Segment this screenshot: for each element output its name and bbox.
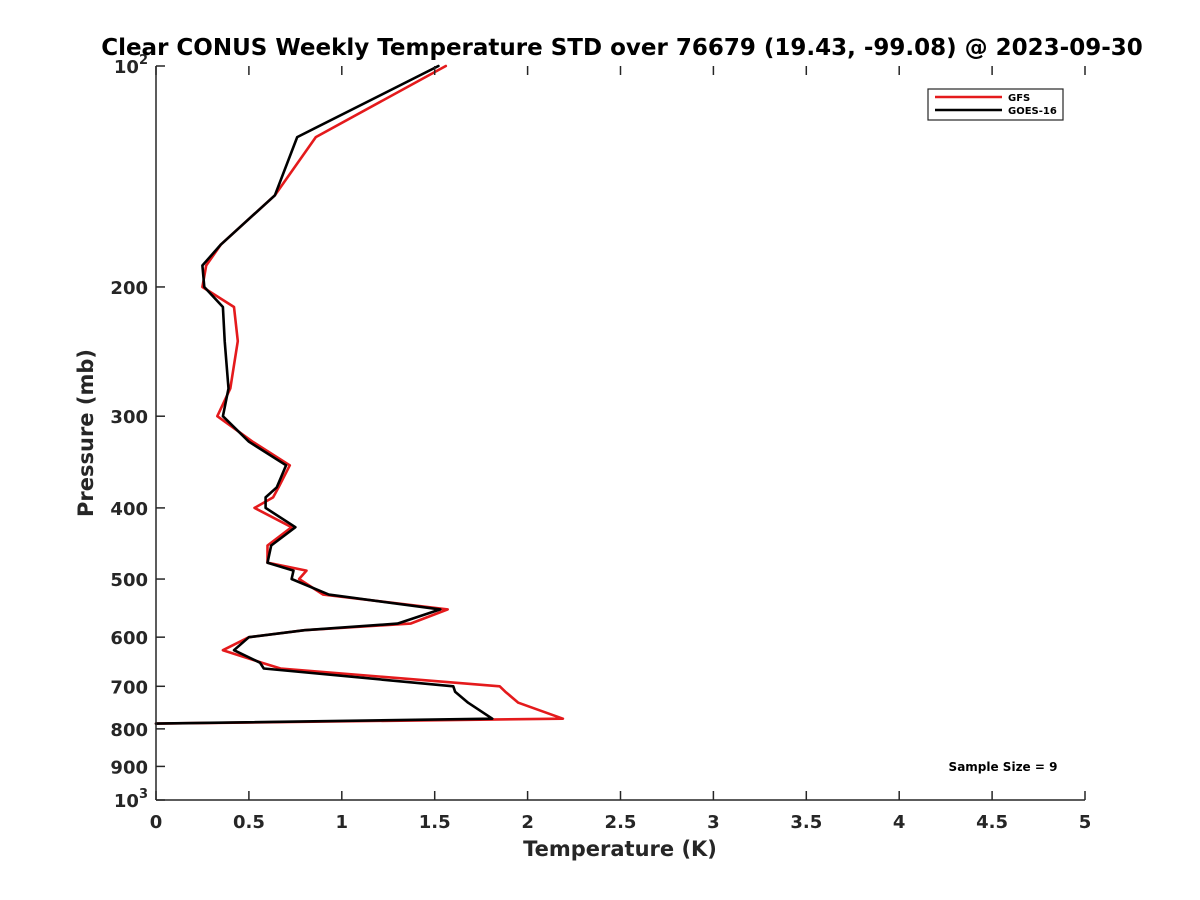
legend-box [927,88,1064,121]
series-line-goes-16 [154,64,494,725]
x-tick-label: 2.5 [605,812,637,833]
series-line-gfs [154,64,565,725]
y-tick-label: 800 [110,720,148,741]
plot-background [156,66,1085,800]
y-tick-label: 200 [110,278,148,299]
legend-label-goes-16: GOES-16 [1008,106,1057,117]
x-tick-label: 3 [707,812,720,833]
legend-label-gfs: GFS [1008,93,1030,104]
chart-title: Clear CONUS Weekly Temperature STD over … [101,35,1143,61]
x-tick-label: 4 [893,812,906,833]
y-tick-label: 500 [110,570,148,591]
y-tick-label: 900 [110,757,148,778]
y-tick-label: 400 [110,499,148,520]
x-tick-label: 0 [150,812,163,833]
x-tick-group: 0 0.5 1 1.5 2 2.5 3 3.5 4 4.5 5 [150,66,1092,833]
x-axis-label: Temperature (K) [523,837,717,861]
x-tick-label: 3.5 [790,812,822,833]
plot-area: 0 0.5 1 1.5 2 2.5 3 3.5 4 4.5 5 102 200 300 400 500 600… [110,53,1091,833]
y-tick-label: 103 [114,787,148,812]
y-axis-label: Pressure (mb) [74,349,98,517]
sample-size-annotation: Sample Size = 9 [949,760,1058,774]
x-tick-label: 5 [1079,812,1092,833]
y-tick-label: 102 [114,53,148,78]
y-tick-group: 102 200 300 400 500 600 700 800 900 103 [110,53,165,812]
x-tick-label: 2 [521,812,534,833]
y-tick-label: 600 [110,628,148,649]
y-tick-label: 700 [110,677,148,698]
legend: GFS GOES-16 [927,88,1064,121]
x-tick-label: 0.5 [233,812,265,833]
x-tick-label: 4.5 [976,812,1008,833]
series-layer [154,64,565,725]
x-tick-label: 1.5 [419,812,451,833]
y-tick-label: 300 [110,407,148,428]
x-tick-label: 1 [336,812,349,833]
